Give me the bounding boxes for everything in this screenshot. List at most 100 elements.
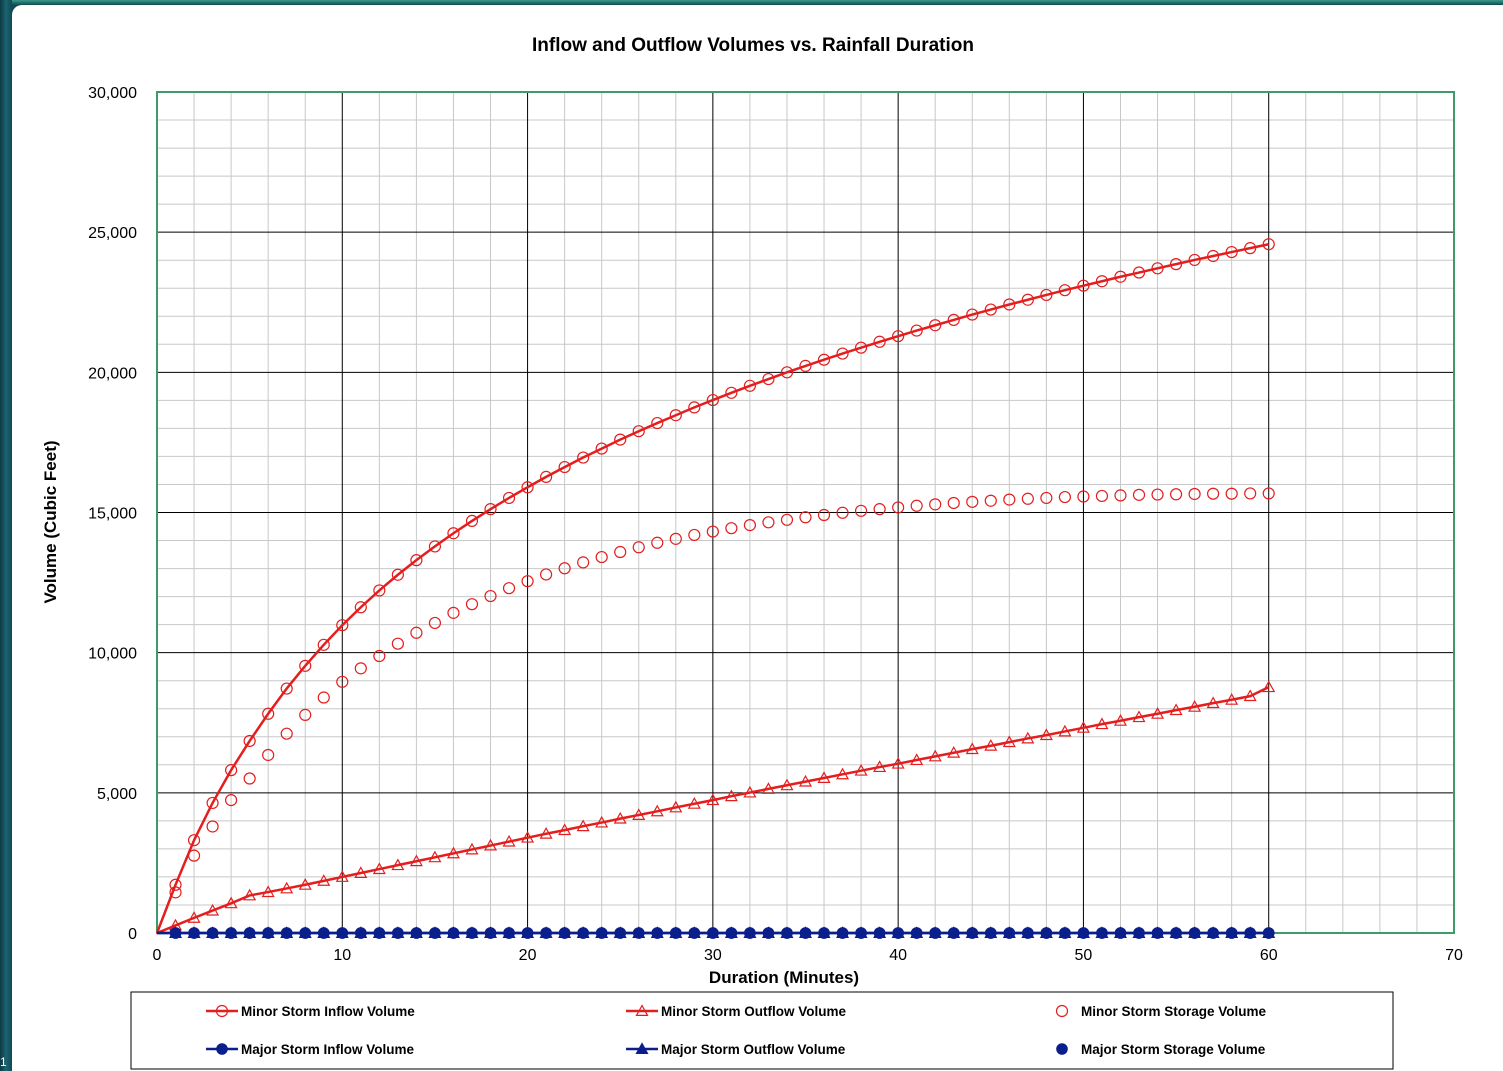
data-point xyxy=(280,682,293,695)
data-point xyxy=(1262,680,1276,693)
chart-title: Inflow and Outflow Volumes vs. Rainfall … xyxy=(532,35,974,56)
data-point xyxy=(1151,927,1164,939)
data-point xyxy=(1058,724,1072,737)
legend-label: Minor Storm Inflow Volume xyxy=(241,1004,415,1019)
data-point xyxy=(262,748,275,762)
x-tick-label: 20 xyxy=(519,947,537,964)
data-point xyxy=(1151,707,1165,719)
data-point xyxy=(299,659,312,672)
data-point xyxy=(688,927,701,939)
data-point xyxy=(614,927,627,939)
data-point xyxy=(725,927,738,939)
data-point xyxy=(484,927,497,939)
data-point xyxy=(187,911,201,923)
legend-item: Major Storm Outflow Volume xyxy=(626,1042,846,1057)
legend-item: Minor Storm Storage Volume xyxy=(1055,1004,1267,1019)
data-point xyxy=(1002,735,1016,748)
data-point xyxy=(614,433,627,446)
data-point xyxy=(1040,288,1053,302)
data-point xyxy=(336,927,349,939)
data-point xyxy=(1132,266,1146,279)
data-point xyxy=(780,778,794,791)
data-point xyxy=(225,927,237,939)
window-left-border xyxy=(0,0,12,1071)
data-point xyxy=(354,662,367,675)
data-point xyxy=(966,308,979,321)
data-point xyxy=(762,516,775,529)
data-point xyxy=(1244,487,1257,500)
data-point xyxy=(1188,700,1202,712)
x-tick-label: 40 xyxy=(889,947,907,964)
data-point xyxy=(1169,488,1183,501)
data-point xyxy=(262,707,275,720)
data-point xyxy=(465,598,479,611)
data-point xyxy=(855,927,867,939)
data-point xyxy=(947,313,960,327)
data-point xyxy=(373,649,386,663)
data-point xyxy=(428,616,442,630)
legend-swatch-marker xyxy=(635,1042,649,1055)
data-point xyxy=(280,927,293,939)
data-point xyxy=(929,498,942,511)
data-point xyxy=(613,811,627,824)
data-point xyxy=(355,927,367,939)
data-point xyxy=(910,324,923,337)
data-point xyxy=(558,823,572,836)
data-point xyxy=(391,568,404,581)
data-point xyxy=(724,789,738,802)
data-point xyxy=(688,401,701,414)
data-point xyxy=(261,885,275,898)
data-point xyxy=(817,508,831,522)
slide-number: 1 xyxy=(0,1055,7,1069)
legend-label: Major Storm Inflow Volume xyxy=(241,1042,415,1057)
data-point xyxy=(502,834,516,847)
data-point xyxy=(410,554,423,567)
data-point xyxy=(725,522,738,535)
data-point xyxy=(966,927,979,939)
data-point xyxy=(1021,492,1034,505)
data-point xyxy=(1058,490,1072,504)
data-point xyxy=(169,886,182,899)
data-point xyxy=(298,878,312,890)
data-point xyxy=(873,335,886,348)
data-point xyxy=(1095,717,1109,730)
legend-swatch-marker xyxy=(215,1004,229,1018)
y-tick-label: 20,000 xyxy=(88,365,137,382)
data-point xyxy=(854,763,868,776)
data-point xyxy=(299,927,312,939)
legend-label: Major Storm Storage Volume xyxy=(1081,1042,1266,1057)
legend-label: Minor Storm Storage Volume xyxy=(1081,1004,1267,1019)
data-point xyxy=(1003,927,1016,939)
y-tick-label: 5,000 xyxy=(97,786,137,803)
major-gridlines xyxy=(157,92,1454,933)
data-point xyxy=(539,470,553,483)
data-point xyxy=(651,536,664,549)
data-point xyxy=(836,506,849,519)
data-point xyxy=(984,494,997,507)
data-point xyxy=(669,409,682,422)
data-point xyxy=(873,760,887,773)
data-point xyxy=(1022,927,1034,939)
x-tick-label: 10 xyxy=(333,947,351,964)
data-point xyxy=(892,501,905,514)
data-point xyxy=(632,425,645,438)
data-point xyxy=(854,504,868,517)
data-point xyxy=(391,858,405,871)
data-point xyxy=(243,888,257,901)
data-point xyxy=(539,827,553,839)
data-point xyxy=(1114,270,1127,283)
data-point xyxy=(1244,242,1257,255)
legend-swatch-marker xyxy=(216,1043,228,1055)
data-point xyxy=(1058,284,1072,297)
data-point xyxy=(1262,238,1275,251)
data-point xyxy=(892,330,905,343)
window-top-border xyxy=(0,0,1503,5)
data-point xyxy=(781,927,793,939)
data-point xyxy=(873,927,886,939)
data-point xyxy=(372,862,386,875)
data-point xyxy=(280,881,294,894)
data-point xyxy=(206,820,219,833)
series-layer xyxy=(155,238,1276,939)
data-point xyxy=(651,416,664,430)
data-point xyxy=(1151,262,1164,275)
